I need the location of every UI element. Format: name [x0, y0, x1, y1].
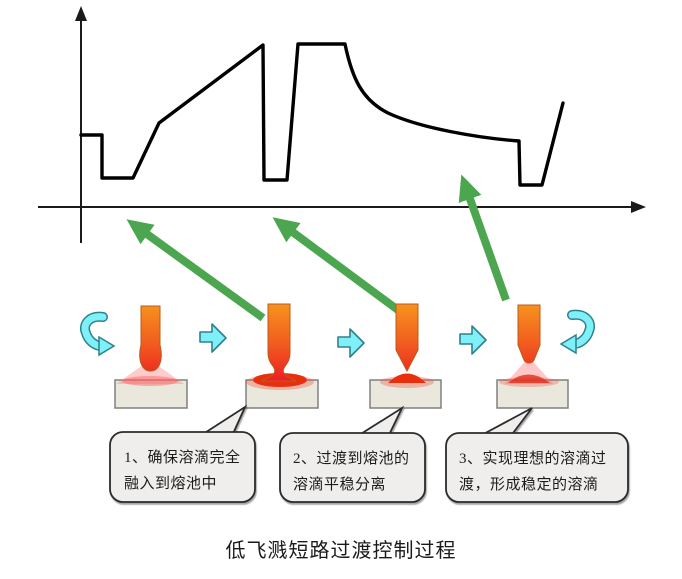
next-step-arrow-3-icon	[459, 325, 487, 355]
callout-3-text: 3、实现理想的溶滴过 渡，形成稳定的溶滴	[459, 446, 607, 498]
next-step-arrow-2-icon	[337, 328, 365, 358]
workpiece	[496, 379, 569, 409]
arc-glow	[116, 360, 184, 384]
wire-electrode-arcing	[517, 304, 541, 364]
callout-2-line-1: 2、过渡到熔池的	[293, 451, 410, 467]
annotation-arrows	[126, 174, 510, 322]
callout-3-line-2: 渡，形成稳定的溶滴	[459, 477, 599, 493]
callout-3-bubble	[445, 407, 629, 503]
y-axis-arrow-icon	[75, 6, 87, 21]
callout-1-line-2: 融入到熔池中	[124, 476, 218, 492]
callout-bubbles	[109, 404, 629, 503]
callout-2-line-2: 溶滴平稳分离	[293, 477, 387, 493]
stage-3-droplet-separation	[369, 303, 442, 409]
annotation-arrow-2	[272, 217, 401, 314]
stage-4-stable-arc	[496, 304, 569, 409]
callout-2-text: 2、过渡到熔池的 溶滴平稳分离	[293, 446, 410, 498]
wire-electrode-bridging	[261, 303, 297, 382]
wire-electrode-pinched	[395, 303, 419, 373]
diagram-caption: 低飞溅短路过渡控制过程	[225, 540, 457, 562]
stage-2-short-circuit	[245, 303, 319, 409]
callout-1-line-1: 1、确保溶滴完全	[124, 450, 241, 466]
workpiece	[369, 379, 442, 409]
callout-2-bubble	[279, 405, 426, 503]
weld-pool	[508, 374, 550, 383]
x-axis-arrow-icon	[631, 201, 646, 213]
callout-1-text: 1、确保溶滴完全 融入到熔池中	[124, 445, 241, 497]
cycle-arrow-left-icon	[80, 311, 116, 357]
next-step-arrow-1-icon	[199, 323, 227, 353]
separated-droplet	[388, 373, 426, 383]
waveform-chart	[38, 6, 646, 243]
stage-1-droplet-forming	[114, 305, 188, 409]
current-waveform-curve	[79, 42, 565, 187]
next-step-arrows	[199, 323, 487, 358]
weld-pool-glow	[122, 376, 178, 386]
annotation-arrow-1	[126, 219, 266, 322]
callout-3-line-1: 3、实现理想的溶滴过	[459, 451, 607, 467]
workpiece	[114, 379, 188, 409]
wire-electrode-with-droplet	[139, 305, 162, 372]
annotation-arrow-3	[458, 174, 510, 302]
cycle-arrow-right-icon	[559, 309, 595, 355]
callout-1-bubble	[109, 404, 256, 503]
